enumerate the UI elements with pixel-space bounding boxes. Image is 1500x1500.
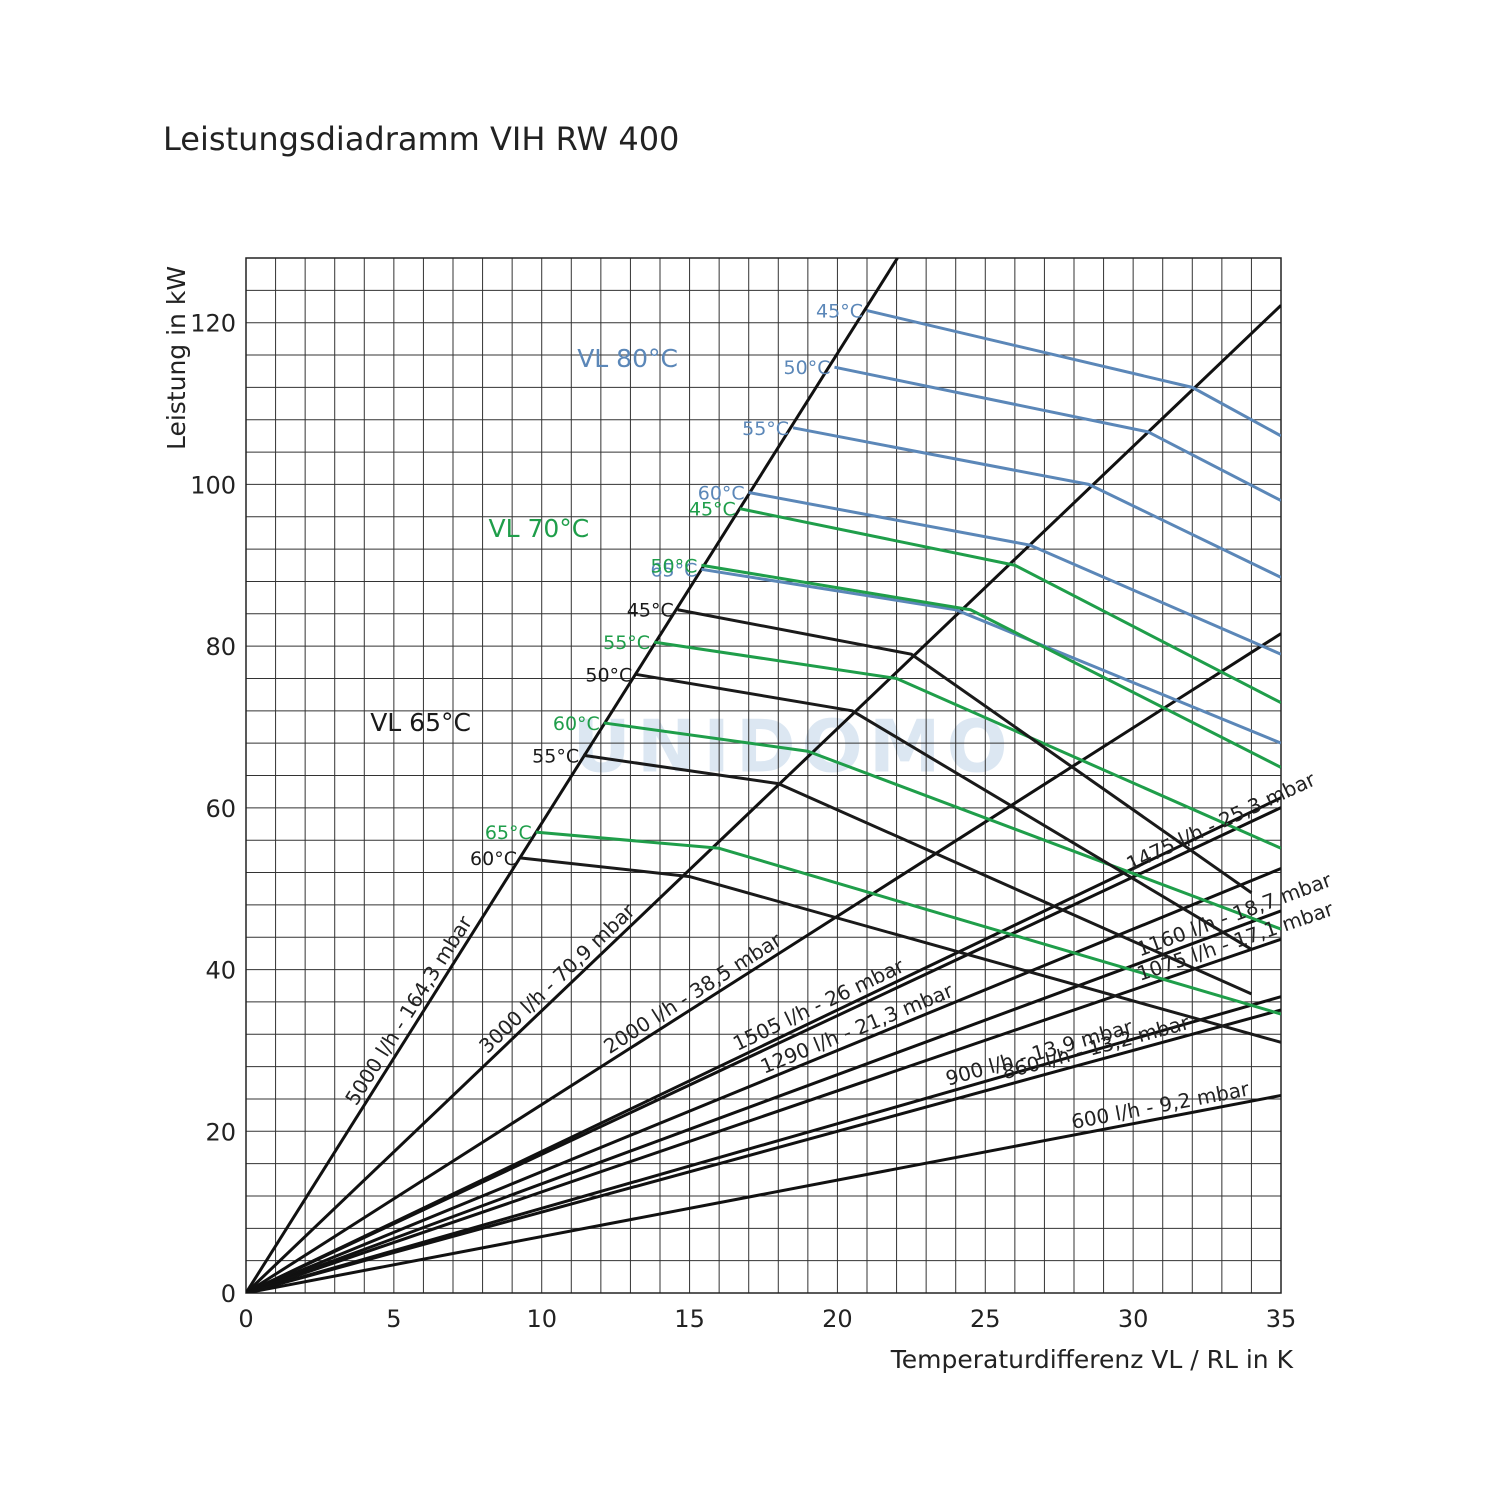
flow-line <box>246 258 899 1293</box>
curve-70-60 <box>603 721 1281 931</box>
curve-80-60 <box>748 491 1281 656</box>
flow-line <box>246 806 1281 1293</box>
curve-label: 55°C <box>603 632 650 654</box>
plot-frame <box>245 257 1282 1294</box>
curve-label: 55°C <box>742 418 789 440</box>
curve-80-65 <box>701 567 1281 745</box>
curve-label: 45°C <box>627 600 674 622</box>
flow-line <box>246 995 1281 1293</box>
curve-65-55 <box>582 753 1253 996</box>
curve-70-45 <box>739 507 1281 705</box>
curve-80-50 <box>834 365 1281 502</box>
group-label: VL 80°C <box>577 344 678 373</box>
y-tick-label: 20 <box>205 1118 236 1146</box>
y-tick-label: 120 <box>190 310 236 338</box>
curve-label: 60°C <box>553 713 600 735</box>
x-tick-label: 25 <box>970 1305 1001 1333</box>
curve-label: 65°C <box>485 822 532 844</box>
flow-line-label: 600 l/h - 9,2 mbar <box>1069 1076 1251 1134</box>
curve-label: 60°C <box>698 482 745 504</box>
grid <box>245 257 1282 1294</box>
x-tick-label: 15 <box>674 1305 705 1333</box>
curve-label: 65°C <box>650 559 697 581</box>
curve-70-55 <box>653 640 1281 850</box>
x-axis-label: Temperaturdifferenz VL / RL in K <box>890 1345 1294 1374</box>
flow-lines <box>246 258 1281 1293</box>
curve-65-50 <box>636 672 1253 951</box>
flow-line <box>246 867 1281 1293</box>
chart-title: Leistungsdiadramm VIH RW 400 <box>163 120 680 158</box>
group-label: VL 65°C <box>370 708 471 737</box>
x-tick-label: 30 <box>1118 1305 1149 1333</box>
curve-label: 50°C <box>650 555 697 577</box>
curve-65-60 <box>520 856 1281 1044</box>
x-tick-label: 35 <box>1266 1305 1297 1333</box>
curve-label: 45°C <box>689 499 736 521</box>
curve-70-65 <box>535 830 1281 1016</box>
curve-label: 50°C <box>784 357 831 379</box>
axes: 0 5 10 15 20 25 30 35 0 20 40 60 80 100 120 Temperaturd… <box>162 266 1296 1374</box>
curve-label: 55°C <box>532 745 579 767</box>
curve-label: 45°C <box>816 301 863 323</box>
flow-line <box>246 937 1281 1293</box>
temperature-curves <box>520 309 1281 1044</box>
flow-line <box>246 632 1281 1293</box>
curve-70-50 <box>701 563 1281 769</box>
curve-80-55 <box>792 426 1281 579</box>
curve-label: 60°C <box>470 848 517 870</box>
y-tick-label: 80 <box>205 633 236 661</box>
curve-80-45 <box>866 309 1281 438</box>
y-tick-label: 100 <box>190 471 236 499</box>
flow-line <box>246 304 1281 1293</box>
x-tick-label: 0 <box>238 1305 253 1333</box>
y-tick-label: 60 <box>205 795 236 823</box>
curve-65-45 <box>677 608 1253 894</box>
flow-line <box>246 909 1281 1293</box>
group-label: VL 70°C <box>488 514 589 543</box>
flow-line <box>246 1008 1281 1293</box>
y-tick-label: 40 <box>205 957 236 985</box>
x-tick-label: 10 <box>526 1305 557 1333</box>
curve-label: 50°C <box>585 664 632 686</box>
y-tick-label: 0 <box>221 1280 236 1308</box>
flow-line <box>246 1093 1281 1293</box>
y-axis-label: Leistung in kW <box>162 266 191 450</box>
x-tick-label: 5 <box>386 1305 401 1333</box>
flow-line-label: 5000 l/h - 164,3 mbar <box>340 911 477 1109</box>
x-tick-label: 20 <box>822 1305 853 1333</box>
